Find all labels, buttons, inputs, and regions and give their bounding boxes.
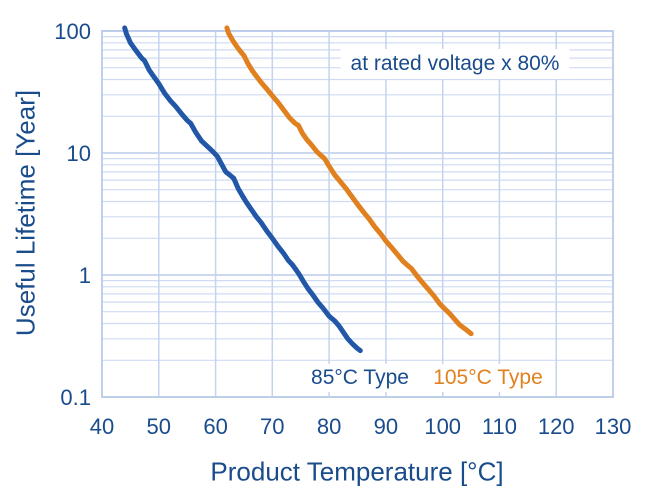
y-tick-label: 100 <box>54 19 91 44</box>
series-line-1 <box>224 25 474 337</box>
x-tick-label: 70 <box>260 414 284 439</box>
rated-voltage-annotation: at rated voltage x 80% <box>340 49 570 79</box>
x-tick-label: 80 <box>317 414 341 439</box>
y-tick-label: 0.1 <box>60 385 91 410</box>
x-tick-label: 130 <box>595 414 632 439</box>
plot-border <box>101 30 614 398</box>
x-tick-label: 110 <box>482 414 517 439</box>
x-tick-label: 100 <box>424 414 461 439</box>
y-tick-label: 1 <box>79 263 91 288</box>
x-tick-label: 60 <box>203 414 227 439</box>
legend-label-85c-type: 85°C Type <box>304 364 416 392</box>
y-tick-label: 10 <box>67 141 91 166</box>
x-tick-label: 90 <box>374 414 398 439</box>
x-tick-label: 50 <box>147 414 171 439</box>
x-tick-label: 40 <box>90 414 114 439</box>
x-tick-label: 120 <box>538 414 575 439</box>
series-line-0 <box>122 25 363 354</box>
x-axis-title: Product Temperature [°C] <box>210 456 504 487</box>
y-axis-title: Useful Lifetime [Year] <box>10 89 41 337</box>
legend-label-105c-type: 105°C Type <box>426 364 550 392</box>
